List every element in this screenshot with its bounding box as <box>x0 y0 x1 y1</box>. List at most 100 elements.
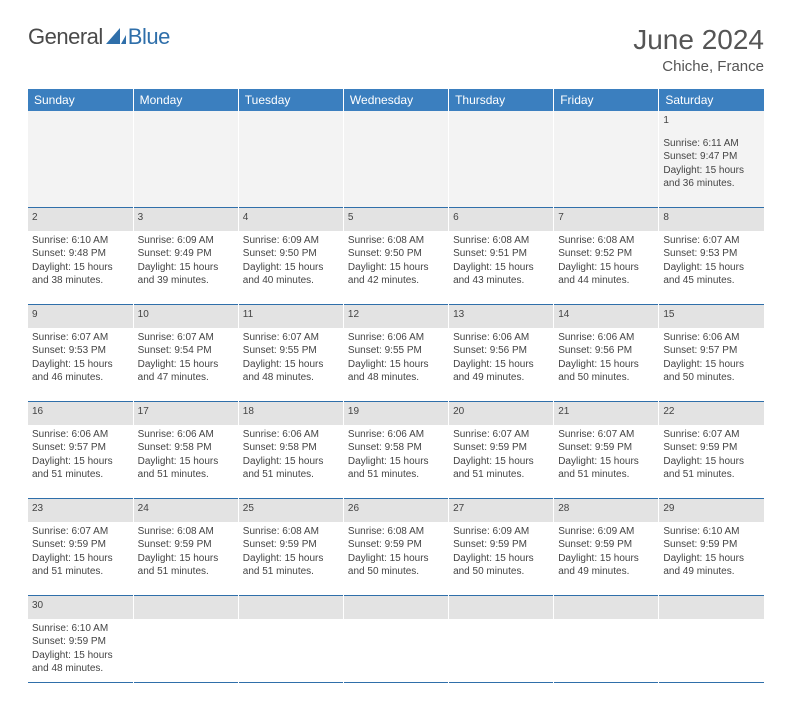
day-content-row: Sunrise: 6:10 AMSunset: 9:48 PMDaylight:… <box>28 231 764 305</box>
day-content-cell: Sunrise: 6:06 AMSunset: 9:56 PMDaylight:… <box>449 328 554 402</box>
day-number-row: 1 <box>28 111 764 134</box>
weekday-header: Friday <box>554 89 659 111</box>
day-content-cell: Sunrise: 6:06 AMSunset: 9:58 PMDaylight:… <box>343 425 448 499</box>
logo: General Blue <box>28 24 170 50</box>
day-info-line: Daylight: 15 hours and 48 minutes. <box>32 649 129 676</box>
day-number-cell: 20 <box>449 402 554 425</box>
day-info-line: Sunset: 9:50 PM <box>348 247 444 261</box>
day-content-cell: Sunrise: 6:06 AMSunset: 9:56 PMDaylight:… <box>554 328 659 402</box>
day-content-cell <box>133 619 238 683</box>
day-info-line: Daylight: 15 hours and 51 minutes. <box>138 455 234 482</box>
day-info-line: Daylight: 15 hours and 51 minutes. <box>663 455 760 482</box>
day-info-line: Daylight: 15 hours and 51 minutes. <box>243 552 339 579</box>
day-content-cell: Sunrise: 6:08 AMSunset: 9:59 PMDaylight:… <box>133 522 238 596</box>
day-info-line: Sunset: 9:59 PM <box>32 635 129 649</box>
day-content-cell: Sunrise: 6:10 AMSunset: 9:48 PMDaylight:… <box>28 231 133 305</box>
day-info-line: Daylight: 15 hours and 51 minutes. <box>348 455 444 482</box>
day-info-line: Sunrise: 6:08 AM <box>453 234 549 248</box>
day-number-row: 2345678 <box>28 208 764 231</box>
day-number-cell <box>343 111 448 134</box>
day-info-line: Daylight: 15 hours and 46 minutes. <box>32 358 129 385</box>
day-content-cell <box>28 134 133 208</box>
day-content-cell: Sunrise: 6:08 AMSunset: 9:51 PMDaylight:… <box>449 231 554 305</box>
day-info-line: Daylight: 15 hours and 38 minutes. <box>32 261 129 288</box>
day-content-cell: Sunrise: 6:08 AMSunset: 9:52 PMDaylight:… <box>554 231 659 305</box>
weekday-header: Monday <box>133 89 238 111</box>
day-info-line: Sunrise: 6:08 AM <box>243 525 339 539</box>
day-info-line: Sunset: 9:58 PM <box>243 441 339 455</box>
day-info-line: Daylight: 15 hours and 49 minutes. <box>453 358 549 385</box>
logo-text-general: General <box>28 24 103 50</box>
day-info-line: Daylight: 15 hours and 47 minutes. <box>138 358 234 385</box>
day-info-line: Sunset: 9:59 PM <box>32 538 129 552</box>
day-info-line: Daylight: 15 hours and 42 minutes. <box>348 261 444 288</box>
day-info-line: Sunset: 9:59 PM <box>138 538 234 552</box>
weekday-header: Sunday <box>28 89 133 111</box>
day-info-line: Daylight: 15 hours and 49 minutes. <box>663 552 760 579</box>
day-info-line: Sunset: 9:49 PM <box>138 247 234 261</box>
day-content-cell: Sunrise: 6:08 AMSunset: 9:59 PMDaylight:… <box>238 522 343 596</box>
weekday-header: Wednesday <box>343 89 448 111</box>
day-info-line: Daylight: 15 hours and 36 minutes. <box>663 164 760 191</box>
day-content-cell: Sunrise: 6:10 AMSunset: 9:59 PMDaylight:… <box>659 522 764 596</box>
day-info-line: Sunset: 9:57 PM <box>663 344 760 358</box>
title-block: June 2024 Chiche, France <box>633 24 764 75</box>
day-number-cell <box>554 111 659 134</box>
day-content-cell: Sunrise: 6:07 AMSunset: 9:53 PMDaylight:… <box>659 231 764 305</box>
day-info-line: Sunset: 9:59 PM <box>453 441 549 455</box>
day-info-line: Sunrise: 6:06 AM <box>558 331 654 345</box>
day-content-row: Sunrise: 6:11 AMSunset: 9:47 PMDaylight:… <box>28 134 764 208</box>
day-info-line: Daylight: 15 hours and 39 minutes. <box>138 261 234 288</box>
day-number-cell: 19 <box>343 402 448 425</box>
day-info-line: Sunrise: 6:07 AM <box>558 428 654 442</box>
logo-sail-icon <box>106 28 126 44</box>
day-number-cell: 26 <box>343 499 448 522</box>
day-info-line: Sunrise: 6:06 AM <box>138 428 234 442</box>
day-info-line: Sunset: 9:47 PM <box>663 150 760 164</box>
day-info-line: Sunrise: 6:08 AM <box>348 234 444 248</box>
day-info-line: Sunrise: 6:09 AM <box>138 234 234 248</box>
header: General Blue June 2024 Chiche, France <box>28 24 764 75</box>
day-info-line: Daylight: 15 hours and 51 minutes. <box>32 552 129 579</box>
day-content-cell: Sunrise: 6:07 AMSunset: 9:59 PMDaylight:… <box>28 522 133 596</box>
day-number-cell: 9 <box>28 305 133 328</box>
day-content-cell <box>449 134 554 208</box>
day-number-cell: 14 <box>554 305 659 328</box>
day-info-line: Daylight: 15 hours and 48 minutes. <box>243 358 339 385</box>
day-info-line: Daylight: 15 hours and 50 minutes. <box>348 552 444 579</box>
day-content-cell <box>343 619 448 683</box>
day-info-line: Sunrise: 6:07 AM <box>243 331 339 345</box>
day-number-cell: 15 <box>659 305 764 328</box>
day-info-line: Sunset: 9:53 PM <box>663 247 760 261</box>
day-number-cell: 8 <box>659 208 764 231</box>
day-info-line: Sunrise: 6:07 AM <box>32 331 129 345</box>
day-number-cell: 10 <box>133 305 238 328</box>
day-content-cell <box>343 134 448 208</box>
logo-text-blue: Blue <box>128 24 170 50</box>
day-info-line: Daylight: 15 hours and 44 minutes. <box>558 261 654 288</box>
day-info-line: Sunrise: 6:06 AM <box>453 331 549 345</box>
day-number-cell: 23 <box>28 499 133 522</box>
day-info-line: Sunset: 9:59 PM <box>663 441 760 455</box>
day-info-line: Sunrise: 6:07 AM <box>453 428 549 442</box>
day-info-line: Sunset: 9:50 PM <box>243 247 339 261</box>
day-info-line: Daylight: 15 hours and 50 minutes. <box>558 358 654 385</box>
day-content-cell: Sunrise: 6:07 AMSunset: 9:54 PMDaylight:… <box>133 328 238 402</box>
day-info-line: Sunrise: 6:07 AM <box>32 525 129 539</box>
day-info-line: Sunset: 9:56 PM <box>558 344 654 358</box>
day-info-line: Daylight: 15 hours and 40 minutes. <box>243 261 339 288</box>
weekday-header: Tuesday <box>238 89 343 111</box>
day-info-line: Sunset: 9:48 PM <box>32 247 129 261</box>
day-info-line: Daylight: 15 hours and 51 minutes. <box>243 455 339 482</box>
day-number-cell <box>554 596 659 619</box>
day-info-line: Sunset: 9:58 PM <box>348 441 444 455</box>
day-info-line: Sunset: 9:52 PM <box>558 247 654 261</box>
day-content-cell: Sunrise: 6:06 AMSunset: 9:57 PMDaylight:… <box>28 425 133 499</box>
day-content-cell <box>238 134 343 208</box>
day-number-row: 16171819202122 <box>28 402 764 425</box>
day-info-line: Sunrise: 6:08 AM <box>138 525 234 539</box>
day-info-line: Sunset: 9:55 PM <box>243 344 339 358</box>
day-number-cell: 17 <box>133 402 238 425</box>
day-content-cell: Sunrise: 6:07 AMSunset: 9:59 PMDaylight:… <box>554 425 659 499</box>
day-info-line: Sunrise: 6:07 AM <box>663 428 760 442</box>
